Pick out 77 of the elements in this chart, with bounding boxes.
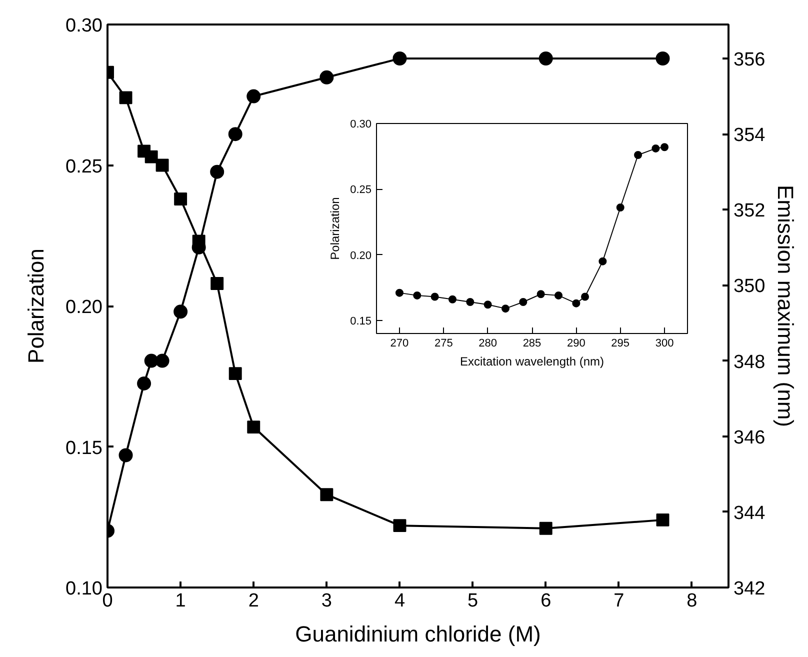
point [210, 277, 224, 290]
point [536, 290, 545, 298]
point [144, 150, 158, 164]
point [519, 298, 528, 306]
x-tick-label: 6 [540, 590, 552, 612]
point [174, 304, 188, 319]
y-tick-label: 0.20 [350, 250, 372, 262]
y2-tick-label: 346 [734, 427, 766, 448]
y2-tick-label: 348 [734, 352, 766, 373]
x-axis-title: Excitation wavelength (nm) [460, 354, 604, 368]
y2-tick-label: 356 [734, 50, 766, 71]
point [395, 288, 404, 297]
point [430, 292, 439, 301]
y2-axis-title: Emission maximum (nm) [773, 184, 798, 428]
x-tick-label: 290 [567, 338, 586, 350]
y-tick-label: 0.15 [66, 438, 103, 459]
y-tick-label: 0.25 [66, 156, 103, 178]
y-tick-label: 0.20 [66, 297, 103, 318]
point [501, 304, 510, 313]
y-axis-title: Polarization [328, 197, 342, 260]
y-tick-label: 0.30 [66, 16, 103, 36]
point [156, 158, 169, 172]
x-tick-label: 280 [478, 338, 498, 350]
point [616, 204, 624, 212]
point [247, 420, 260, 434]
y-tick-label: 0.10 [66, 578, 103, 600]
y-tick-label: 0.30 [350, 118, 372, 130]
point [634, 151, 642, 159]
y-tick-label: 0.25 [350, 184, 372, 196]
point [539, 522, 552, 535]
x-tick-label: 4 [394, 590, 406, 612]
y-tick-label: 0.15 [350, 315, 372, 328]
point [228, 127, 242, 142]
point [228, 367, 242, 380]
x-axis-title: Guanidinium chloride (M) [295, 622, 541, 646]
x-tick-label: 295 [611, 338, 630, 350]
point [484, 300, 492, 309]
point [448, 295, 456, 304]
point [413, 291, 422, 300]
point [320, 488, 334, 502]
y-axis-title: Polarization [24, 248, 49, 364]
point [393, 519, 406, 532]
x-tick-label: 8 [686, 590, 698, 612]
x-tick-label: 2 [248, 590, 259, 612]
point [155, 354, 170, 368]
x-tick-label: 270 [390, 338, 409, 350]
x-tick-label: 0 [102, 590, 113, 612]
y2-tick-label: 350 [734, 276, 766, 298]
point [118, 448, 133, 462]
point [320, 70, 334, 84]
point [581, 292, 590, 301]
point [598, 257, 607, 266]
x-tick-label: 1 [175, 590, 186, 612]
point [660, 143, 669, 152]
x-tick-label: 300 [655, 338, 674, 350]
y2-tick-label: 344 [734, 502, 766, 524]
point [554, 291, 563, 300]
point [656, 52, 670, 66]
point [119, 91, 132, 104]
point [466, 298, 474, 306]
point [137, 376, 152, 390]
point [656, 513, 670, 526]
y2-tick-label: 352 [734, 200, 766, 222]
point [174, 192, 188, 206]
point [572, 299, 580, 308]
point [210, 164, 224, 179]
point [246, 89, 261, 104]
x-tick-label: 3 [321, 590, 332, 612]
point [652, 144, 660, 152]
y2-tick-label: 354 [734, 125, 766, 146]
x-tick-label: 275 [434, 338, 453, 350]
point [538, 52, 553, 66]
x-tick-label: 5 [468, 590, 478, 612]
x-tick-label: 285 [522, 338, 542, 350]
x-tick-label: 7 [614, 590, 624, 612]
point [392, 52, 407, 66]
y2-tick-label: 342 [734, 578, 766, 600]
